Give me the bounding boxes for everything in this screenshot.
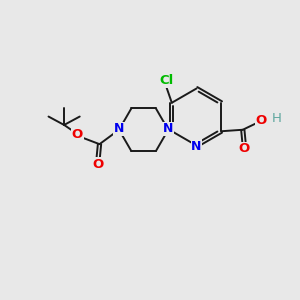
- Text: Cl: Cl: [159, 74, 173, 87]
- Text: N: N: [191, 140, 202, 153]
- Text: H: H: [272, 112, 282, 125]
- Text: N: N: [114, 122, 124, 135]
- Text: O: O: [239, 142, 250, 155]
- Text: O: O: [256, 114, 267, 127]
- Text: O: O: [92, 158, 104, 171]
- Text: N: N: [163, 122, 173, 135]
- Text: O: O: [72, 128, 83, 141]
